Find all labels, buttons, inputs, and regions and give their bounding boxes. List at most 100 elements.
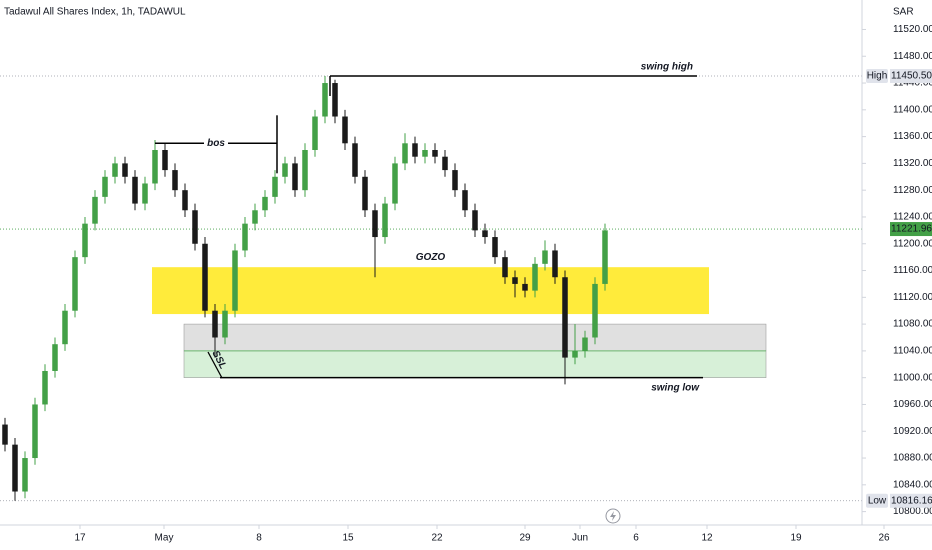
candle-body bbox=[72, 257, 78, 311]
candle-body bbox=[172, 170, 178, 191]
price-label-bg bbox=[890, 69, 932, 84]
candle-body bbox=[482, 230, 488, 238]
candle-body bbox=[292, 163, 298, 191]
y-tick-label: 11280.000 bbox=[893, 185, 932, 196]
candle-body bbox=[232, 250, 238, 311]
candle-body bbox=[282, 163, 288, 177]
candle-body bbox=[82, 223, 88, 258]
x-tick-label: May bbox=[155, 533, 174, 544]
candle-body bbox=[522, 283, 528, 291]
candle-body bbox=[582, 337, 588, 351]
candle-body bbox=[12, 444, 18, 492]
candle-body bbox=[112, 163, 118, 177]
candle-body bbox=[412, 143, 418, 157]
x-tick-label: Jun bbox=[572, 533, 588, 544]
candle-body bbox=[352, 143, 358, 177]
x-tick-label: 17 bbox=[74, 533, 86, 544]
candle-body bbox=[452, 170, 458, 191]
y-tick-label: 11120.000 bbox=[893, 292, 932, 303]
zone-label: GOZO bbox=[416, 252, 446, 263]
price-label-bg bbox=[890, 222, 932, 237]
candle-body bbox=[532, 263, 538, 291]
candle-body bbox=[512, 277, 518, 284]
price-label-name: High bbox=[867, 71, 888, 82]
label-bg bbox=[204, 137, 228, 150]
y-tick-label: 11160.000 bbox=[893, 265, 932, 276]
candle-body bbox=[462, 190, 468, 211]
price-label-bg bbox=[890, 493, 932, 508]
ssl-line bbox=[207, 351, 223, 379]
candle-body bbox=[402, 143, 408, 164]
price-label: 11450.500 bbox=[891, 71, 932, 82]
y-tick-label: 11000.000 bbox=[893, 372, 932, 383]
y-tick-label: 10960.000 bbox=[893, 399, 932, 410]
candle-body bbox=[592, 283, 598, 338]
chart-title: Tadawul All Shares Index, 1h, TADAWUL bbox=[4, 7, 186, 18]
candle-body bbox=[222, 310, 228, 338]
candle-body bbox=[42, 370, 48, 405]
y-tick-label: 11240.000 bbox=[893, 212, 932, 223]
candle-body bbox=[442, 156, 448, 171]
candle-body bbox=[542, 250, 548, 264]
x-tick-label: 22 bbox=[431, 533, 443, 544]
y-tick-label: 11360.000 bbox=[893, 131, 932, 142]
level-label: swing low bbox=[651, 382, 700, 393]
candle-body bbox=[342, 116, 348, 144]
y-tick-label: 11480.000 bbox=[893, 51, 932, 62]
candle-body bbox=[472, 210, 478, 231]
x-tick-label: 19 bbox=[790, 533, 802, 544]
candle-body bbox=[212, 310, 218, 338]
x-tick-label: 12 bbox=[701, 533, 713, 544]
y-tick-label: 11520.000 bbox=[893, 24, 932, 35]
y-tick-label: 11080.000 bbox=[893, 319, 932, 330]
candle-body bbox=[182, 190, 188, 211]
price-label-name-bg bbox=[866, 493, 888, 508]
price-label-name-bg bbox=[866, 69, 888, 84]
candle-body bbox=[92, 196, 98, 224]
candle-body bbox=[302, 150, 308, 191]
candle-body bbox=[2, 424, 8, 445]
zone bbox=[183, 350, 767, 378]
zone bbox=[183, 323, 767, 352]
candle-body bbox=[382, 203, 388, 238]
candle-body bbox=[252, 210, 258, 224]
y-tick-label: 11040.000 bbox=[893, 346, 932, 357]
candle-body bbox=[262, 196, 268, 211]
x-tick-label: 15 bbox=[342, 533, 354, 544]
y-tick-label: 11320.000 bbox=[893, 158, 932, 169]
y-tick-label: 11440.000 bbox=[893, 78, 932, 89]
level-label: swing high bbox=[641, 62, 693, 73]
currency: SAR bbox=[893, 7, 914, 18]
candle-body bbox=[132, 176, 138, 204]
x-tick-label: 29 bbox=[519, 533, 531, 544]
x-tick-label: 26 bbox=[878, 533, 890, 544]
candle-body bbox=[552, 250, 558, 278]
candle-body bbox=[572, 350, 578, 358]
candle-body bbox=[602, 230, 608, 284]
candle-body bbox=[152, 150, 158, 184]
lightning-icon bbox=[605, 508, 621, 524]
candle-body bbox=[332, 83, 338, 117]
candle-body bbox=[102, 176, 108, 197]
level-label: bos bbox=[207, 138, 225, 149]
candle-body bbox=[62, 310, 68, 345]
candle-body bbox=[192, 210, 198, 244]
candle-body bbox=[492, 237, 498, 258]
y-tick-label: 10880.000 bbox=[893, 453, 932, 464]
candle-body bbox=[272, 176, 278, 197]
y-tick-label: 10800.000 bbox=[893, 506, 932, 517]
y-tick-label: 10840.000 bbox=[893, 479, 932, 490]
candle-body bbox=[562, 277, 568, 358]
candle-body bbox=[162, 150, 168, 171]
candle-body bbox=[312, 116, 318, 150]
y-tick-label: 11400.000 bbox=[893, 104, 932, 115]
candle-body bbox=[362, 176, 368, 211]
candle-body bbox=[392, 163, 398, 204]
candle-body bbox=[22, 458, 28, 492]
candle-body bbox=[372, 210, 378, 238]
candle-body bbox=[32, 404, 38, 459]
candle-body bbox=[122, 163, 128, 177]
candle-body bbox=[422, 150, 428, 157]
candle-body bbox=[142, 183, 148, 204]
